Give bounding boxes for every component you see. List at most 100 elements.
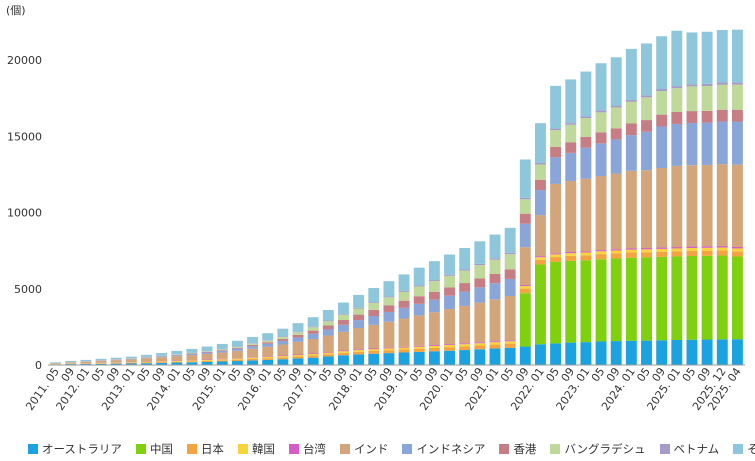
legend-item: 日本 [186,441,224,457]
bar-segment [201,359,213,361]
bar-segment [519,223,531,248]
bar-segment [610,173,622,250]
bar-segment [338,331,349,351]
legend-label: 韓国 [251,442,275,456]
bar-segment [716,121,728,165]
bar-segment [428,345,440,348]
bar-segment [156,362,168,363]
bar-segment [534,179,546,191]
bar-segment [671,256,683,340]
bar-segment [459,344,471,347]
bar-segment [641,340,652,365]
bar-segment [701,339,713,365]
y-axis-unit-label: (個) [6,4,26,17]
bar-segment [504,340,516,342]
bar-segment [231,358,243,360]
bar-segment [353,307,365,309]
bar-segment [459,291,471,306]
bar-segment [110,363,122,364]
bar-segment [353,314,365,321]
bar-segment [489,344,501,349]
bar-segment [519,285,531,287]
legend-swatch [550,444,561,454]
bar-segment [292,332,304,335]
bar-segment [550,254,562,258]
bar-segment [292,323,304,332]
bar-segment [262,342,274,344]
bar-segment [731,256,743,340]
bar-segment [701,255,713,340]
bar-segment [625,170,637,249]
bar-segment [368,324,380,349]
bar-segment [519,286,531,289]
bar-segment [701,86,713,111]
legend-swatch [288,444,299,454]
bar-segment [247,360,259,365]
bar-segment [641,248,652,250]
bar-segment [383,297,395,306]
bar-segment [428,280,440,282]
bar-segment [731,109,743,122]
bar-segment [474,349,486,365]
bar-segment [610,107,622,129]
bar-segment [231,350,243,359]
bar-segment [519,159,531,198]
bar-segment [201,353,213,360]
bar-segment [307,333,319,340]
bar-segment [474,345,486,350]
bar-segment [519,213,531,224]
bar-segment [428,351,440,365]
bar-segment [231,346,243,348]
bar-segment [307,330,319,334]
bar-series [50,29,743,365]
bar-segment [534,264,546,345]
legend-item: インド [339,441,388,457]
legend-item: 中国 [135,441,173,457]
bar-segment [428,347,440,352]
bar-segment [489,348,501,365]
bar-segment [307,339,319,354]
bar-segment [247,344,259,347]
bar-segment [550,261,562,344]
bar-segment [95,360,107,363]
bar-segment [338,350,349,352]
bar-segment [428,312,440,346]
bar-segment [625,101,637,124]
bar-segment [216,352,228,359]
bar-segment [247,346,259,349]
bar-segment [671,86,683,89]
bar-segment [686,339,698,365]
bar-segment [307,317,319,327]
bar-segment [368,309,380,317]
bar-segment [413,348,425,352]
bar-segment [292,354,304,356]
bar-segment [322,352,334,355]
bar-segment [398,349,410,353]
bar-segment [641,131,652,171]
bar-segment [307,327,319,331]
legend-item: ベトナム [659,441,719,457]
bar-segment [353,328,365,350]
bar-segment [292,358,304,365]
bar-segment [247,358,259,361]
bar-segment [565,79,577,124]
bar-segment [489,234,501,259]
bar-segment [610,139,622,174]
bar-segment [519,197,531,200]
legend: オーストラリア 中国 日本 韓国 台湾 インド インドネシア 香港 バングラデシュ ベトナム その他 [28,441,755,457]
bar-segment [534,190,546,216]
bar-segment [716,247,728,251]
bar-segment [171,350,183,355]
legend-swatch [659,444,670,454]
y-tick-label: 15000 [7,130,42,143]
bar-segment [534,163,546,165]
bar-segment [247,336,259,344]
bar-segment [141,361,152,363]
bar-segment [444,344,455,346]
bar-segment [610,341,622,365]
bar-segment [156,357,168,362]
bar-segment [80,361,92,364]
legend-item: インドネシア [402,441,485,457]
bar-segment [580,251,592,253]
bar-segment [50,362,62,364]
